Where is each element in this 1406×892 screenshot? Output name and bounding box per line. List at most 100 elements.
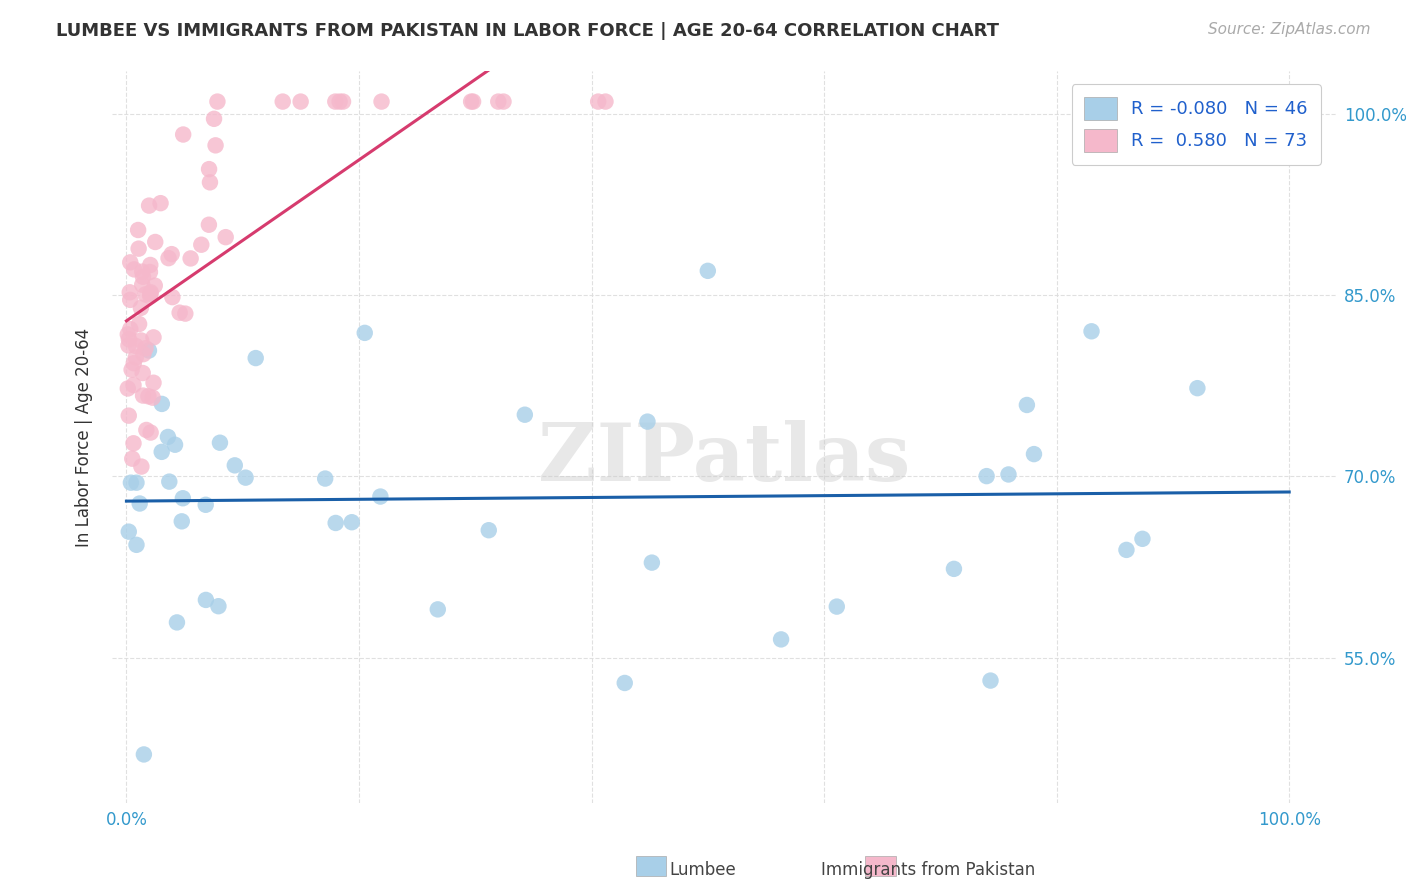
Point bbox=[208, 435, 231, 450]
Text: Lumbee: Lumbee bbox=[669, 861, 737, 879]
Point bbox=[128, 496, 150, 510]
Point bbox=[198, 162, 221, 177]
Point bbox=[166, 615, 188, 630]
Point bbox=[150, 445, 173, 459]
Point bbox=[486, 95, 509, 109]
Point bbox=[138, 343, 160, 358]
Point bbox=[1022, 447, 1045, 461]
Point bbox=[142, 391, 165, 405]
Point bbox=[118, 332, 141, 346]
Text: Immigrants from Pakistan: Immigrants from Pakistan bbox=[821, 861, 1035, 879]
Point bbox=[118, 285, 141, 300]
Text: Source: ZipAtlas.com: Source: ZipAtlas.com bbox=[1208, 22, 1371, 37]
Point bbox=[207, 95, 229, 109]
Point bbox=[204, 138, 226, 153]
Point bbox=[825, 599, 848, 614]
Point bbox=[224, 458, 246, 473]
Point bbox=[138, 199, 160, 213]
Point bbox=[1115, 542, 1137, 557]
Point bbox=[118, 409, 141, 423]
Bar bbox=[636, 856, 666, 876]
Point bbox=[613, 676, 636, 690]
Point bbox=[139, 285, 162, 300]
Point bbox=[121, 362, 143, 376]
Point bbox=[142, 376, 165, 390]
Point bbox=[122, 262, 145, 277]
Point bbox=[370, 490, 392, 504]
Point bbox=[1132, 532, 1154, 546]
Text: LUMBEE VS IMMIGRANTS FROM PAKISTAN IN LABOR FORCE | AGE 20-64 CORRELATION CHART: LUMBEE VS IMMIGRANTS FROM PAKISTAN IN LA… bbox=[56, 22, 1000, 40]
Point bbox=[1015, 398, 1038, 412]
Point bbox=[143, 235, 166, 249]
Point bbox=[194, 498, 217, 512]
Point bbox=[1080, 324, 1102, 338]
Point bbox=[162, 290, 184, 304]
Point bbox=[460, 95, 482, 109]
Point bbox=[120, 255, 142, 269]
Point bbox=[426, 602, 449, 616]
Point bbox=[139, 289, 162, 303]
Point bbox=[194, 593, 217, 607]
Point bbox=[132, 347, 155, 361]
Point bbox=[157, 251, 180, 265]
Point bbox=[696, 264, 718, 278]
Point bbox=[150, 397, 173, 411]
Point bbox=[157, 475, 180, 489]
Y-axis label: In Labor Force | Age 20-64: In Labor Force | Age 20-64 bbox=[75, 327, 93, 547]
Point bbox=[325, 516, 347, 530]
Legend: R = -0.080   N = 46, R =  0.580   N = 73: R = -0.080 N = 46, R = 0.580 N = 73 bbox=[1071, 84, 1320, 165]
Point bbox=[122, 378, 145, 392]
Point bbox=[207, 599, 229, 614]
Point bbox=[976, 469, 998, 483]
Point bbox=[128, 317, 150, 331]
Point bbox=[139, 258, 162, 272]
Point bbox=[120, 475, 142, 490]
Point bbox=[170, 514, 193, 528]
Point bbox=[198, 175, 221, 189]
Point bbox=[353, 326, 375, 340]
Point bbox=[132, 747, 155, 762]
Point bbox=[122, 356, 145, 370]
Point bbox=[149, 196, 172, 211]
Point bbox=[332, 95, 354, 109]
Point bbox=[492, 95, 515, 109]
Point bbox=[131, 277, 153, 292]
Point bbox=[169, 306, 191, 320]
Point bbox=[127, 223, 149, 237]
Point bbox=[139, 425, 162, 440]
Point bbox=[143, 278, 166, 293]
Point bbox=[120, 293, 142, 307]
Point bbox=[121, 451, 143, 466]
Point bbox=[131, 459, 153, 474]
Point bbox=[134, 287, 156, 301]
Point bbox=[290, 95, 312, 109]
Point bbox=[138, 389, 160, 403]
Point bbox=[142, 330, 165, 344]
Point bbox=[122, 436, 145, 450]
Point bbox=[314, 471, 336, 485]
Point bbox=[215, 230, 238, 244]
Point bbox=[117, 382, 139, 396]
Point bbox=[202, 112, 225, 126]
Point bbox=[117, 338, 139, 352]
Point bbox=[129, 334, 152, 348]
Point bbox=[118, 524, 141, 539]
Point bbox=[125, 351, 148, 365]
Point bbox=[1187, 381, 1209, 395]
Point bbox=[163, 438, 186, 452]
Point bbox=[637, 415, 659, 429]
Point bbox=[160, 247, 183, 261]
Point bbox=[174, 307, 197, 321]
Point bbox=[139, 286, 162, 301]
Point bbox=[245, 351, 267, 365]
Point bbox=[586, 95, 609, 109]
Point bbox=[190, 237, 212, 252]
Point bbox=[156, 430, 179, 444]
Point bbox=[135, 423, 157, 437]
Point bbox=[129, 301, 152, 315]
Point bbox=[942, 562, 965, 576]
Point bbox=[478, 523, 501, 537]
Point bbox=[117, 327, 139, 342]
Point bbox=[139, 265, 162, 279]
Point bbox=[770, 632, 793, 647]
